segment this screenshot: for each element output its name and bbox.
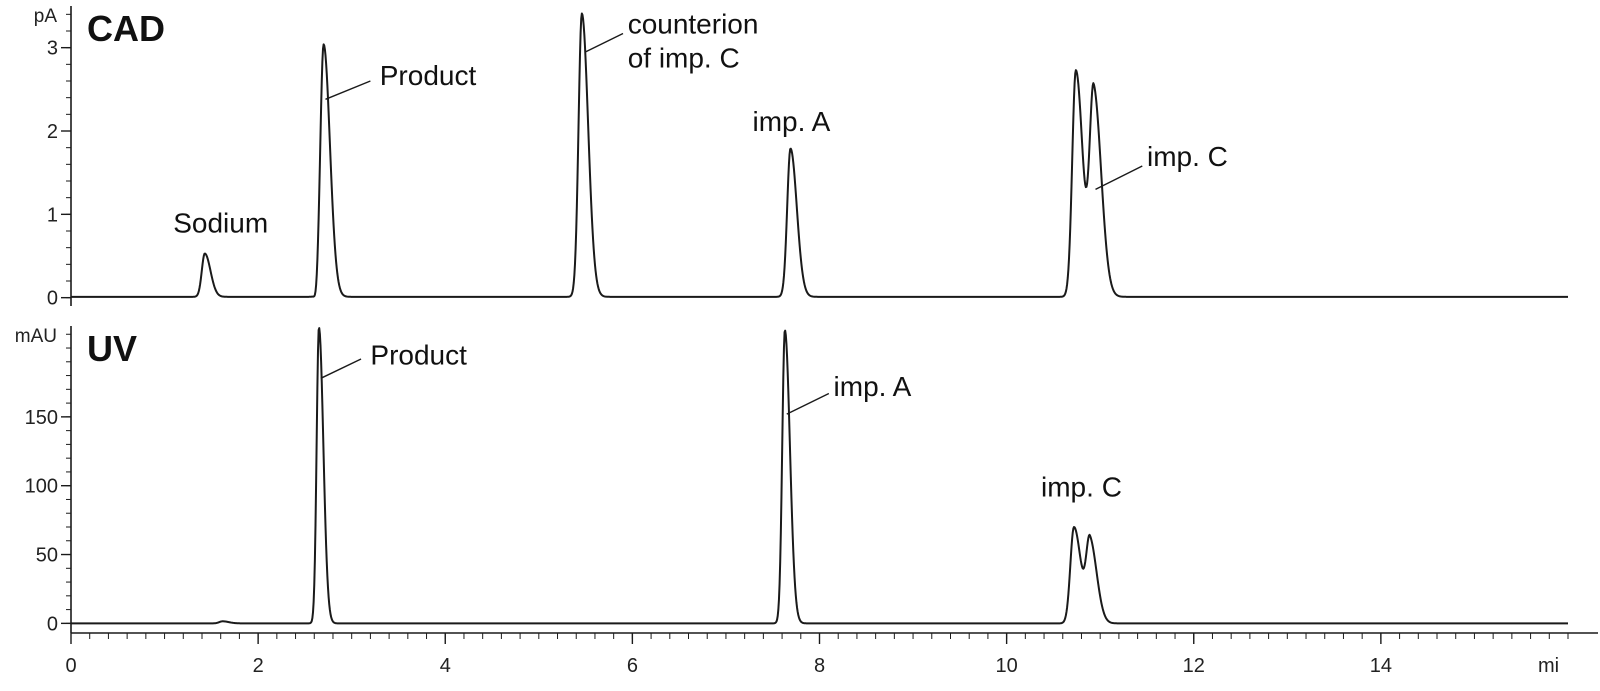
peak-label-line: imp. A: [834, 371, 912, 402]
time-axis: 0 2 4 6 8 10 12 14 mi: [65, 632, 1598, 677]
x-tick-label: 4: [440, 655, 451, 677]
peak-label-line: Product: [370, 340, 467, 371]
uv-y-tick-label: 100: [25, 476, 58, 498]
x-unit-label: mi: [1538, 655, 1559, 677]
x-tick-label: 2: [253, 655, 264, 677]
cad-panel: 0 1 2 3 pA CAD Sodium Product counterion of imp. …: [34, 6, 1569, 310]
cad-signal-trace: [70, 12, 1569, 298]
uv-leader-line: [320, 358, 362, 379]
uv-leader-line: [786, 392, 830, 415]
uv-peak-label-imp-c: imp. C: [1041, 472, 1122, 503]
peak-label-line: imp. C: [1147, 141, 1228, 172]
cad-peak-label-product: Product: [380, 60, 477, 91]
x-tick-label: 8: [814, 655, 825, 677]
peak-label-line: imp. C: [1041, 472, 1122, 503]
uv-y-unit-label: mAU: [15, 326, 57, 347]
x-tick-label: 10: [996, 655, 1018, 677]
peak-label-line: of imp. C: [628, 43, 740, 74]
x-tick-label: 12: [1183, 655, 1205, 677]
peak-label-line: counterion: [628, 9, 759, 40]
uv-y-tick-label: 0: [47, 613, 58, 635]
x-tick-label: 0: [65, 655, 76, 677]
cad-y-tick-label: 2: [47, 121, 58, 143]
peak-label-line: Sodium: [173, 208, 268, 239]
cad-peak-label-sodium: Sodium: [173, 208, 268, 239]
cad-leader-line: [1095, 165, 1143, 190]
peak-label-line: imp. A: [753, 106, 831, 137]
cad-panel-label: CAD: [87, 8, 165, 49]
x-tick-label: 6: [627, 655, 638, 677]
cad-peak-label-imp-a: imp. A: [753, 106, 831, 137]
cad-peak-label-imp-c: imp. C: [1147, 141, 1228, 172]
cad-leader-line: [585, 32, 624, 53]
cad-y-tick-label: 0: [47, 288, 58, 310]
cad-y-tick-label: 3: [47, 38, 58, 60]
cad-leader-line: [325, 80, 371, 100]
cad-y-unit-label: pA: [34, 6, 58, 27]
cad-y-tick-label: 1: [47, 204, 58, 226]
uv-signal-trace: [70, 327, 1569, 625]
uv-y-tick-label: 150: [25, 407, 58, 429]
cad-peak-label-counterion-of-imp-c: counterion of imp. C: [628, 9, 759, 74]
x-tick-label: 14: [1370, 655, 1392, 677]
uv-panel-label: UV: [87, 328, 137, 369]
uv-y-tick-label: 50: [36, 545, 58, 567]
uv-panel: 0 50 100 150 mAU UV Product imp. A imp. C: [15, 326, 1569, 635]
uv-peak-label-imp-a: imp. A: [834, 371, 912, 402]
peak-label-line: Product: [380, 60, 477, 91]
uv-peak-label-product: Product: [370, 340, 467, 371]
